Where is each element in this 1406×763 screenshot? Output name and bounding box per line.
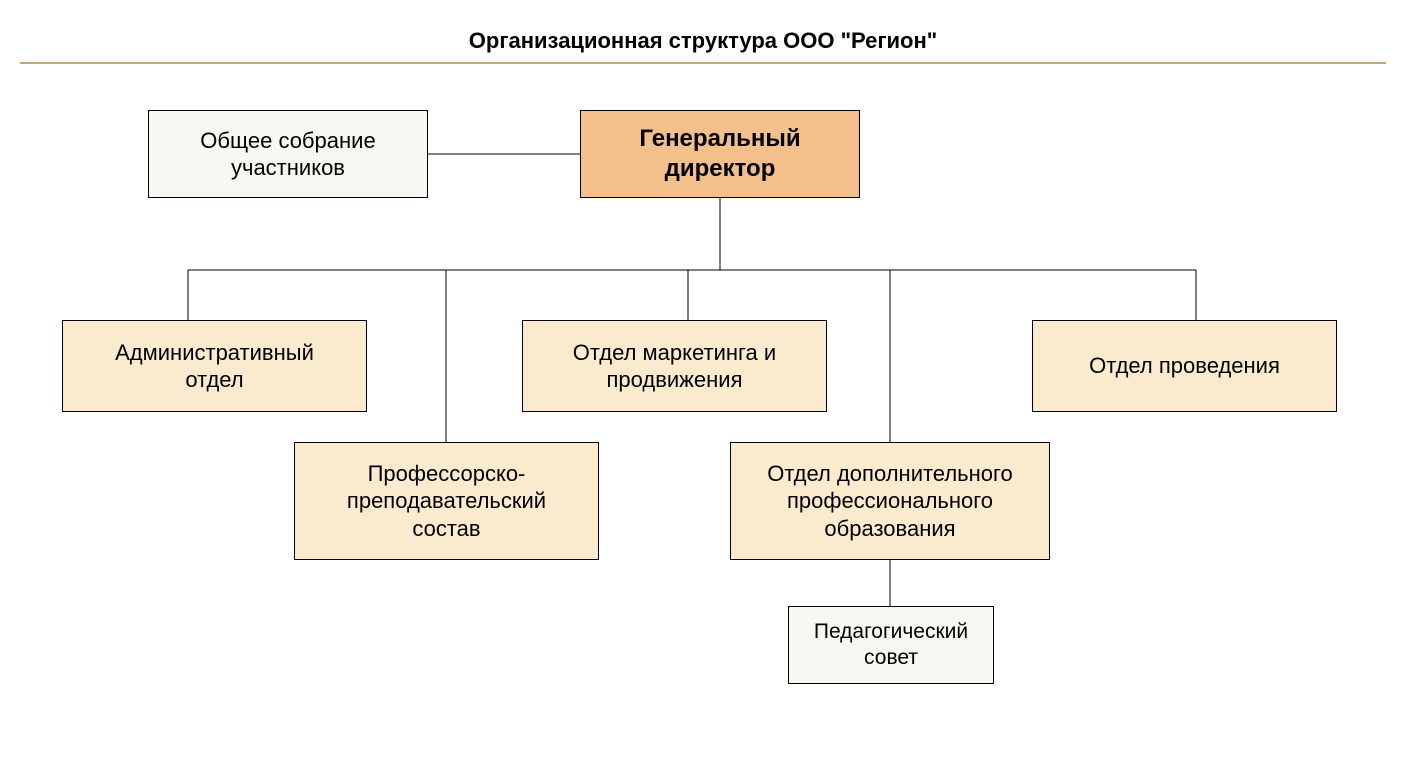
node-assembly: Общее собрание участников — [148, 110, 428, 198]
node-dpo: Отдел дополнительного профессионального … — [730, 442, 1050, 560]
title-underline — [20, 62, 1386, 64]
node-marketing: Отдел маркетинга и продвижения — [522, 320, 827, 412]
node-admin: Административный отдел — [62, 320, 367, 412]
org-chart-canvas: Организационная структура ООО "Регион" О… — [0, 0, 1406, 763]
node-director: Генеральный директор — [580, 110, 860, 198]
node-faculty: Профессорско- преподавательский состав — [294, 442, 599, 560]
node-events: Отдел проведения — [1032, 320, 1337, 412]
diagram-title: Организационная структура ООО "Регион" — [0, 28, 1406, 54]
node-pedsovet: Педагогический совет — [788, 606, 994, 684]
